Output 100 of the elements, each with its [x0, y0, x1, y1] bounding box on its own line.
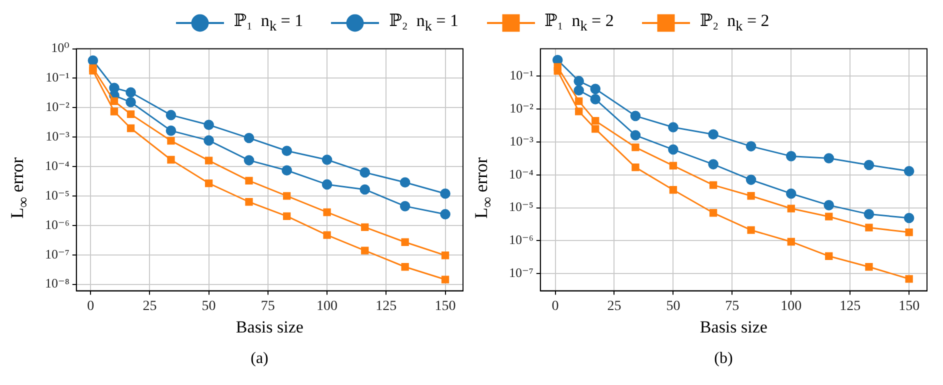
point — [167, 156, 175, 164]
point — [787, 204, 795, 212]
point — [204, 156, 213, 164]
y-tick-label: 10⁻⁵ — [508, 199, 534, 214]
x-tick-label: 150 — [434, 298, 456, 314]
point — [590, 84, 601, 94]
point — [575, 108, 583, 116]
point — [904, 212, 914, 224]
point — [361, 223, 369, 232]
y-tick-label: 10⁻⁴ — [508, 166, 534, 182]
y-tick-label: 10⁻⁶ — [44, 216, 70, 232]
x-tick-label: 0 — [552, 298, 559, 314]
legend-label: ℙ₂ n$_{k}$ = 2 — [700, 10, 770, 36]
point — [575, 97, 583, 106]
point — [109, 82, 120, 94]
point — [245, 176, 253, 185]
point — [574, 76, 584, 86]
point — [746, 174, 756, 185]
point — [747, 226, 755, 234]
point — [865, 263, 873, 271]
y-tick-label: 10⁻⁸ — [44, 276, 70, 291]
point — [400, 201, 410, 212]
point — [590, 94, 601, 104]
point — [323, 231, 331, 239]
point — [244, 155, 254, 166]
point — [204, 135, 214, 146]
y-tick-label: 10⁻² — [510, 100, 534, 116]
x-tick-label: 75 — [725, 298, 740, 314]
point — [708, 159, 718, 170]
point — [126, 97, 136, 108]
point — [746, 141, 756, 152]
x-tick-label: 0 — [87, 298, 94, 314]
text: (b) — [713, 350, 734, 368]
legend-label: ℙ₁ n$_{k}$ = 1 — [234, 10, 304, 36]
point — [905, 275, 913, 283]
point — [322, 179, 332, 190]
y-tick-label: 10⁰ — [51, 40, 70, 56]
point — [864, 160, 874, 170]
x-axis-title: Basis size — [236, 317, 304, 336]
point — [361, 246, 369, 254]
y-tick-label: 10⁻⁵ — [44, 187, 70, 202]
point — [440, 188, 450, 199]
point — [865, 224, 873, 232]
y-tick-label: 10⁻³ — [510, 133, 534, 148]
point — [400, 177, 410, 188]
point — [401, 238, 409, 246]
y-tick-label: 10⁻⁷ — [44, 246, 70, 262]
legend-label: ℙ₁ n$_{k}$ = 2 — [544, 10, 614, 36]
x-tick-label: 100 — [316, 298, 338, 314]
text: (a) — [250, 350, 270, 368]
point — [88, 55, 98, 66]
y-tick-label: 10⁻³ — [46, 128, 70, 144]
point — [825, 252, 833, 260]
point — [282, 165, 292, 176]
point — [166, 110, 176, 120]
point — [864, 209, 874, 220]
point — [787, 238, 795, 246]
point — [786, 188, 796, 199]
point — [283, 192, 291, 200]
x-tick-label: 50 — [666, 298, 680, 314]
point — [592, 125, 600, 133]
point — [708, 129, 718, 140]
point — [126, 87, 136, 98]
point — [905, 228, 913, 236]
y-tick-label: 10⁻² — [46, 99, 70, 114]
x-tick-label: 125 — [376, 298, 397, 314]
point — [441, 252, 450, 260]
x-tick-label: 100 — [780, 298, 802, 314]
point — [709, 209, 718, 217]
point — [630, 110, 641, 122]
point — [574, 85, 584, 96]
point — [204, 179, 213, 188]
point — [669, 162, 678, 170]
legend-label: ℙ₂ n$_{k}$ = 1 — [389, 10, 458, 36]
point — [244, 132, 254, 144]
y-tick-label: 10⁻⁴ — [44, 158, 70, 173]
point — [360, 184, 370, 195]
x-tick-label: 50 — [202, 298, 216, 314]
point — [441, 276, 450, 284]
point — [786, 151, 796, 162]
point — [167, 136, 175, 145]
point — [245, 198, 253, 206]
y-tick-label: 10⁻¹ — [46, 70, 70, 85]
point — [747, 192, 755, 200]
point — [440, 209, 450, 220]
y-tick-label: 10⁻⁷ — [508, 265, 534, 280]
x-axis-title: Basis size — [700, 317, 768, 336]
point — [669, 186, 678, 194]
x-tick-label: 25 — [142, 298, 157, 314]
point — [360, 167, 370, 178]
x-tick-label: 75 — [260, 298, 275, 314]
point — [282, 146, 292, 156]
x-tick-label: 150 — [898, 298, 920, 314]
x-tick-label: 25 — [607, 298, 622, 314]
point — [824, 200, 834, 210]
point — [166, 126, 176, 136]
point — [323, 208, 331, 216]
y-tick-label: 10⁻⁶ — [508, 232, 534, 248]
point — [110, 97, 118, 106]
point — [592, 116, 600, 125]
